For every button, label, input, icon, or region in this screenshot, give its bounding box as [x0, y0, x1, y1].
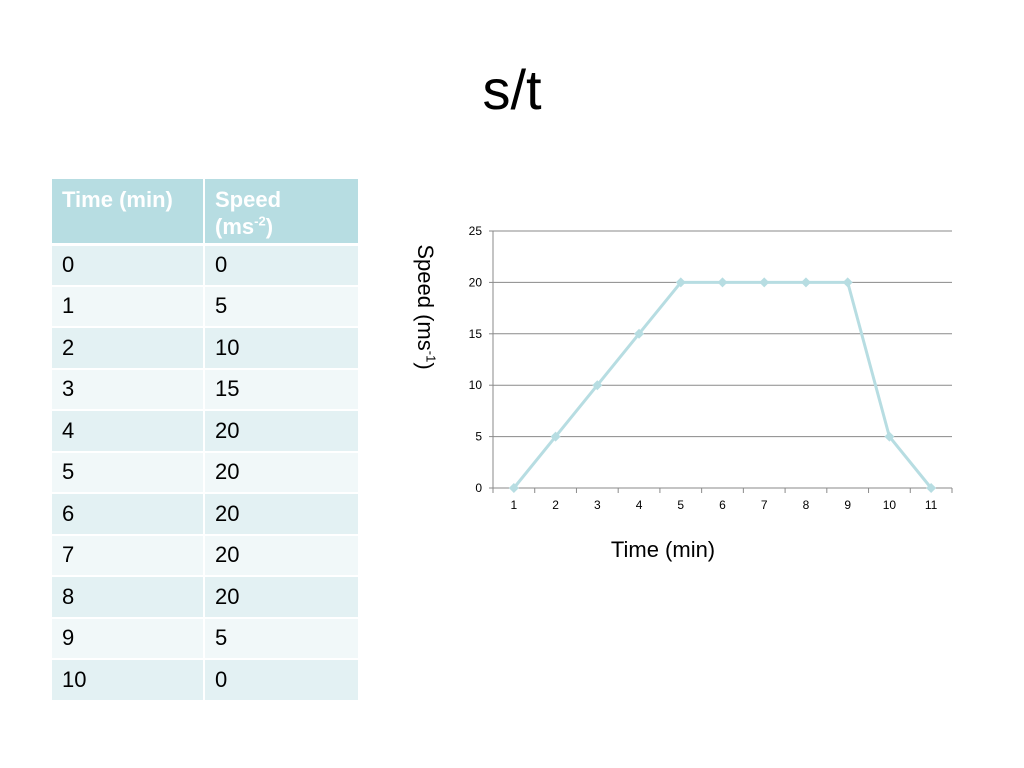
cell-speed: 0: [204, 659, 358, 702]
table-row: 4 20: [52, 410, 358, 453]
header-speed: Speed (ms-2): [204, 179, 358, 246]
y-tick-label: 0: [475, 481, 482, 495]
cell-speed: 10: [204, 327, 358, 370]
cell-time: 5: [52, 451, 205, 494]
cell-speed: 20: [204, 493, 358, 536]
cell-time: 3: [52, 368, 205, 411]
x-tick-label: 5: [677, 498, 684, 512]
x-tick-label: 10: [883, 498, 897, 512]
cell-time: 2: [52, 327, 205, 370]
y-tick-label: 10: [469, 378, 483, 392]
y-tick-label: 15: [469, 327, 483, 341]
cell-time: 10: [52, 659, 205, 702]
table-header-row: Time (min) Speed (ms-2): [52, 179, 358, 246]
cell-time: 4: [52, 410, 205, 453]
cell-speed: 5: [204, 617, 358, 660]
x-axis-label: Time (min): [610, 537, 716, 562]
data-point: [592, 380, 603, 391]
cell-time: 1: [52, 285, 205, 328]
x-tick-label: 6: [719, 498, 726, 512]
x-tick-label: 3: [594, 498, 601, 512]
data-table: Time (min) Speed (ms-2) 0 0 1 5 2 10 3 15 4 20 5 20 6…: [52, 179, 358, 702]
x-tick-label: 1: [511, 498, 518, 512]
x-tick-label: 2: [552, 498, 559, 512]
table-row: 10 0: [52, 659, 358, 702]
data-point: [926, 483, 937, 493]
y-tick-label: 5: [475, 430, 482, 444]
header-speed-unit: (ms-2): [215, 213, 274, 239]
cell-time: 6: [52, 493, 205, 536]
data-point: [759, 277, 770, 288]
data-point: [717, 277, 728, 288]
table-row: 3 15: [52, 368, 358, 411]
data-point: [634, 328, 645, 339]
cell-speed: 20: [204, 576, 358, 619]
table-row: 6 20: [52, 493, 358, 536]
header-speed-label: Speed: [215, 187, 282, 212]
data-point: [800, 277, 811, 288]
x-tick-label: 9: [844, 498, 851, 512]
table-body: 0 0 1 5 2 10 3 15 4 20 5 20 6 20 7 20 8 20 9 5 10 0: [52, 244, 358, 702]
x-tick-label: 4: [636, 498, 643, 512]
cell-time: 8: [52, 576, 205, 619]
cell-speed: 0: [204, 244, 358, 287]
data-point: [675, 277, 686, 288]
cell-time: 0: [52, 244, 205, 287]
data-point: [842, 277, 853, 288]
table-row: 8 20: [52, 576, 358, 619]
data-point: [550, 431, 561, 442]
data-point: [884, 431, 895, 442]
data-point: [508, 483, 519, 493]
cell-speed: 5: [204, 285, 358, 328]
x-tick-label: 8: [803, 498, 810, 512]
x-tick-label: 7: [761, 498, 768, 512]
slide-title: s/t: [482, 58, 542, 121]
y-axis-label: Speed (ms-1): [413, 244, 439, 370]
y-tick-label: 20: [469, 275, 483, 289]
speed-time-chart: 0 5 10 15 20 25 1 2 3 4 5 6 7 8 9 10 11: [469, 224, 953, 512]
table-row: 7 20: [52, 534, 358, 577]
cell-time: 9: [52, 617, 205, 660]
cell-speed: 15: [204, 368, 358, 411]
header-time: Time (min): [52, 179, 205, 246]
cell-time: 7: [52, 534, 205, 577]
table-row: 5 20: [52, 451, 358, 494]
cell-speed: 20: [204, 410, 358, 453]
y-tick-label: 25: [469, 224, 483, 238]
cell-speed: 20: [204, 534, 358, 577]
cell-speed: 20: [204, 451, 358, 494]
table-row: 2 10: [52, 327, 358, 370]
x-tick-label: 11: [925, 498, 938, 512]
